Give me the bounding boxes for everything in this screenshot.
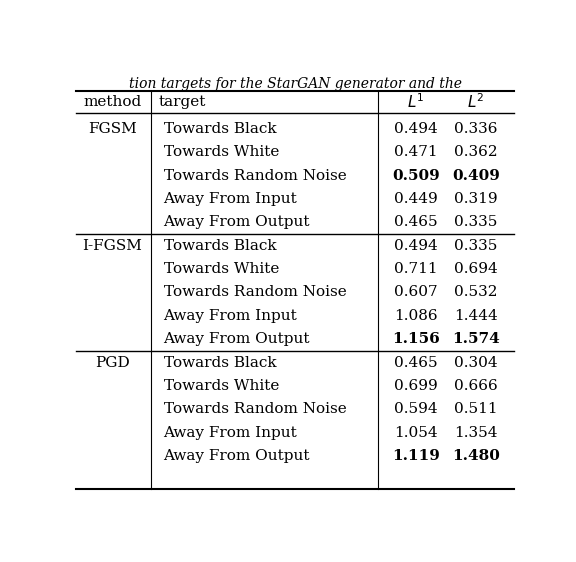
Text: 0.607: 0.607 xyxy=(394,285,438,300)
Text: 0.336: 0.336 xyxy=(454,122,498,136)
Text: 0.509: 0.509 xyxy=(392,169,439,183)
Text: 0.465: 0.465 xyxy=(394,356,438,370)
Text: target: target xyxy=(159,95,206,109)
Text: 0.511: 0.511 xyxy=(454,402,498,416)
Text: Towards Black: Towards Black xyxy=(164,356,276,370)
Text: 0.666: 0.666 xyxy=(454,379,498,393)
Text: 0.409: 0.409 xyxy=(452,169,500,183)
Text: 1.574: 1.574 xyxy=(452,332,500,346)
Text: 0.465: 0.465 xyxy=(394,215,438,229)
Text: I-FGSM: I-FGSM xyxy=(82,239,142,253)
Text: 1.354: 1.354 xyxy=(454,425,498,439)
Text: Towards Random Noise: Towards Random Noise xyxy=(164,285,346,300)
Text: 0.594: 0.594 xyxy=(394,402,438,416)
Text: 1.156: 1.156 xyxy=(392,332,439,346)
Text: Towards White: Towards White xyxy=(164,262,279,276)
Text: 0.494: 0.494 xyxy=(394,239,438,253)
Text: 0.362: 0.362 xyxy=(454,145,498,159)
Text: $L^2$: $L^2$ xyxy=(467,93,484,111)
Text: 0.335: 0.335 xyxy=(454,215,498,229)
Text: Towards White: Towards White xyxy=(164,379,279,393)
Text: 1.119: 1.119 xyxy=(392,449,439,463)
Text: Towards Black: Towards Black xyxy=(164,122,276,136)
Text: 1.444: 1.444 xyxy=(454,309,498,323)
Text: Towards White: Towards White xyxy=(164,145,279,159)
Text: 0.694: 0.694 xyxy=(454,262,498,276)
Text: Away From Output: Away From Output xyxy=(164,215,310,229)
Text: 0.471: 0.471 xyxy=(394,145,438,159)
Text: 0.335: 0.335 xyxy=(454,239,498,253)
Text: 1.054: 1.054 xyxy=(394,425,438,439)
Text: Away From Input: Away From Input xyxy=(164,309,297,323)
Text: Away From Input: Away From Input xyxy=(164,192,297,206)
Text: method: method xyxy=(83,95,141,109)
Text: PGD: PGD xyxy=(95,356,130,370)
Text: Away From Input: Away From Input xyxy=(164,425,297,439)
Text: 1.086: 1.086 xyxy=(394,309,438,323)
Text: Away From Output: Away From Output xyxy=(164,449,310,463)
Text: 0.304: 0.304 xyxy=(454,356,498,370)
Text: $L^1$: $L^1$ xyxy=(407,93,425,111)
Text: 0.711: 0.711 xyxy=(394,262,438,276)
Text: FGSM: FGSM xyxy=(88,122,137,136)
Text: Towards Random Noise: Towards Random Noise xyxy=(164,169,346,183)
Text: 1.480: 1.480 xyxy=(452,449,500,463)
Text: Away From Output: Away From Output xyxy=(164,332,310,346)
Text: 0.449: 0.449 xyxy=(394,192,438,206)
Text: 0.319: 0.319 xyxy=(454,192,498,206)
Text: tion targets for the StarGAN generator and the: tion targets for the StarGAN generator a… xyxy=(128,77,462,91)
Text: 0.532: 0.532 xyxy=(454,285,498,300)
Text: Towards Black: Towards Black xyxy=(164,239,276,253)
Text: 0.699: 0.699 xyxy=(394,379,438,393)
Text: 0.494: 0.494 xyxy=(394,122,438,136)
Text: Towards Random Noise: Towards Random Noise xyxy=(164,402,346,416)
